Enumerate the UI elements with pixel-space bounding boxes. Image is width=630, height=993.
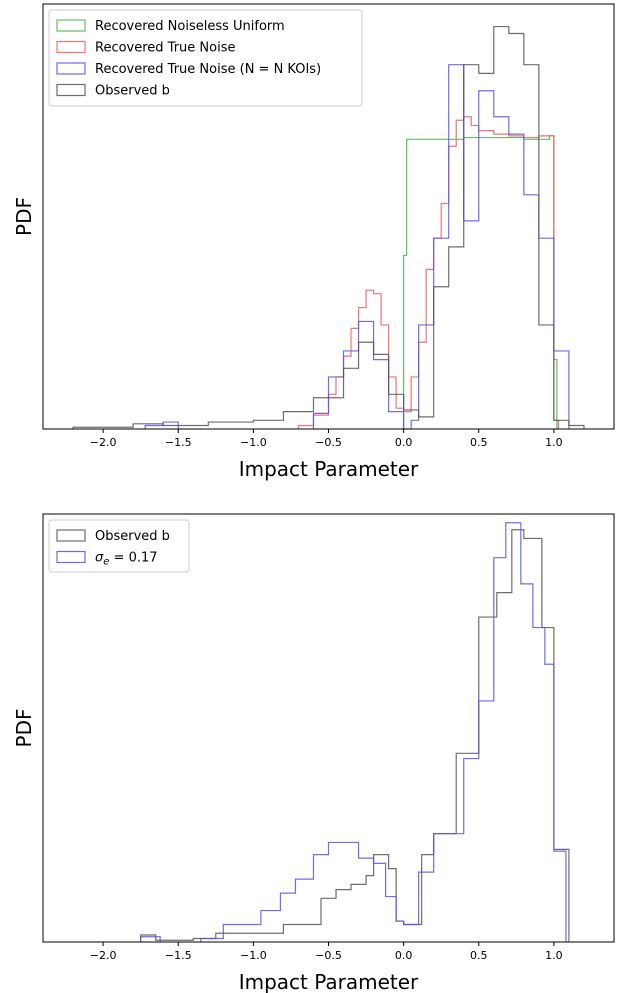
legend-label: Recovered Noiseless Uniform: [95, 19, 285, 34]
x-tick-label: 0.5: [470, 949, 488, 962]
chart-panel-2: −2.0 −1.5 −1.0 −0.5 0.0 0.5 1.0 Impact Paramete…: [12, 513, 615, 993]
x-axis-title: Impact Parameter: [239, 970, 419, 993]
series-2-histogram: [140, 522, 567, 942]
x-tick-label: −0.5: [315, 436, 342, 449]
legend-swatch: [56, 62, 86, 75]
x-tick-label: 0.0: [395, 949, 413, 962]
series-1-histogram: [140, 529, 570, 942]
x-tick-label: −2.0: [90, 949, 117, 962]
series-2-histogram: [297, 116, 559, 429]
x-tick-label: −0.5: [315, 949, 342, 962]
x-tick-label: −1.5: [165, 949, 192, 962]
legend-label: σe = 0.17: [95, 551, 158, 568]
legend-swatch: [56, 529, 86, 542]
y-axis-title: PDF: [12, 709, 36, 748]
series-4-histogram: [72, 25, 585, 429]
legend-swatch: [56, 550, 86, 564]
x-tick-label: −2.0: [90, 436, 117, 449]
legend-label: Observed b: [95, 84, 170, 99]
legend-swatch: [56, 19, 86, 32]
x-tick-label: 0.0: [395, 436, 413, 449]
axes-frame: [42, 513, 615, 943]
legend-box: [48, 9, 363, 107]
series-3-histogram: [144, 64, 570, 429]
legend-label: Recovered True Noise: [95, 41, 236, 56]
legend-box: [48, 519, 190, 573]
legend: Observed b σe = 0.17: [48, 519, 190, 573]
x-tick-label: −1.0: [240, 436, 267, 449]
y-axis-title: PDF: [12, 197, 36, 236]
x-tick-label: −1.0: [240, 949, 267, 962]
legend-label: Recovered True Noise (N = N KOIs): [95, 62, 321, 77]
legend: Recovered Noiseless Uniform Recovered Tru…: [48, 9, 363, 107]
legend-swatch: [56, 40, 86, 54]
legend-label: Observed b: [95, 529, 170, 544]
chart-panel-1: −2.0 −1.5 −1.0 −0.5 0.0 0.5 1.0 Impact Paramete…: [12, 3, 615, 481]
plot-area: [140, 522, 570, 942]
plot-area: [72, 25, 585, 429]
legend-swatch: [56, 83, 86, 97]
x-tick-label: −1.5: [165, 436, 192, 449]
x-tick-label: 0.5: [470, 436, 488, 449]
x-tick-label: 1.0: [545, 436, 563, 449]
x-tick-label: 1.0: [545, 949, 563, 962]
x-axis-title: Impact Parameter: [239, 457, 419, 481]
